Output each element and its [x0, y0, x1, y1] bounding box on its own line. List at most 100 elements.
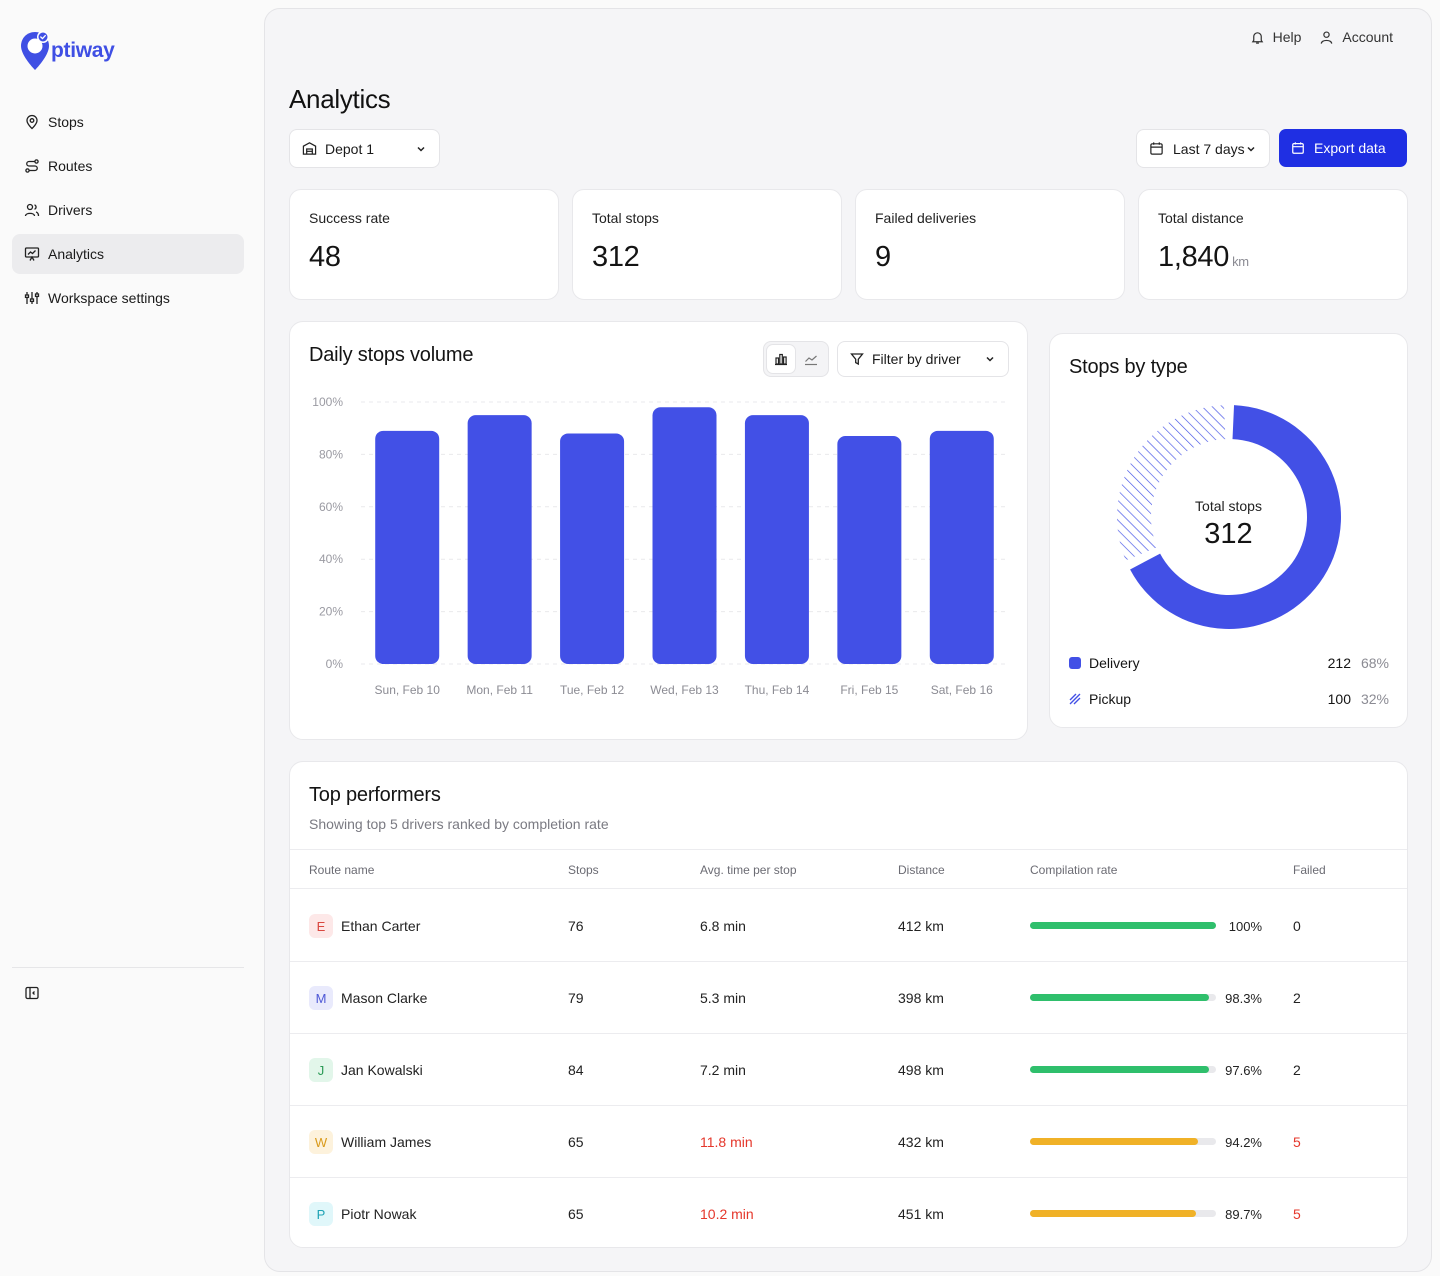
distance-cell: 432 km [898, 1134, 944, 1150]
x-tick-label: Fri, Feb 15 [840, 683, 898, 697]
column-header[interactable]: Avg. time per stop [700, 863, 797, 877]
driver-name: Mason Clarke [341, 990, 428, 1006]
bar[interactable] [837, 436, 902, 664]
x-tick-label: Mon, Feb 11 [466, 683, 533, 697]
column-header[interactable]: Route name [309, 863, 375, 877]
stops-by-type-card: Stops by type Total stops 312 Delivery 2… [1049, 333, 1408, 728]
sidebar-collapse-icon[interactable] [24, 985, 40, 1001]
sidebar-item-label: Drivers [48, 202, 93, 218]
completion-progress-bar [1030, 994, 1216, 1001]
donut-title: Stops by type [1069, 356, 1188, 378]
table-row[interactable]: E Ethan Carter 76 6.8 min 412 km 100% 0 [290, 890, 1407, 962]
avatar: W [309, 1130, 333, 1154]
x-tick-label: Tue, Feb 12 [560, 683, 625, 697]
daily-stops-chart-card: Daily stops volume Filter by driver 100%… [289, 321, 1028, 740]
table-row[interactable]: M Mason Clarke 79 5.3 min 398 km 98.3% 2 [290, 962, 1407, 1034]
warehouse-icon [302, 142, 317, 155]
sidebar-item-analytics[interactable]: Analytics [12, 234, 244, 274]
sidebar-item-label: Analytics [48, 246, 105, 262]
x-tick-label: Sat, Feb 16 [931, 683, 993, 697]
logo-pin-icon [21, 31, 49, 70]
help-button[interactable]: Help [1250, 29, 1301, 45]
calendar-icon [1150, 142, 1163, 155]
completion-rate-cell: 98.3% [1225, 991, 1262, 1006]
kpi-number: 9 [875, 241, 891, 273]
driver-name: Ethan Carter [341, 918, 421, 934]
sidebar-item-workspace-settings[interactable]: Workspace settings [12, 278, 244, 318]
bar[interactable] [652, 407, 717, 664]
completion-rate-cell: 97.6% [1225, 1063, 1262, 1078]
donut-slice-pickup[interactable] [1117, 405, 1226, 561]
avatar: M [309, 986, 333, 1010]
sidebar-divider [12, 967, 244, 968]
completion-progress-fill [1030, 1066, 1209, 1073]
sliders-icon [24, 292, 40, 304]
brand-name: ptiway [51, 39, 115, 62]
chart-type-toggle [763, 341, 829, 377]
kpi-value: 9 [875, 241, 1105, 274]
distance-cell: 412 km [898, 918, 944, 934]
completion-rate-cell: 100% [1228, 919, 1262, 934]
distance-cell: 451 km [898, 1206, 944, 1222]
driver-filter-select[interactable]: Filter by driver [837, 341, 1009, 377]
chevron-down-icon [986, 356, 994, 362]
sidebar-item-stops[interactable]: Stops [12, 102, 244, 142]
legend-item-delivery: Delivery 212 68% [1069, 655, 1389, 671]
depot-select[interactable]: Depot 1 [289, 129, 440, 168]
completion-progress-bar [1030, 1210, 1216, 1217]
avg-time-cell: 10.2 min [700, 1206, 754, 1222]
table-row[interactable]: P Piotr Nowak 65 10.2 min 451 km 89.7% 5 [290, 1178, 1407, 1247]
sidebar-item-drivers[interactable]: Drivers [12, 190, 244, 230]
driver-name: Piotr Nowak [341, 1206, 417, 1222]
bar-chart-toggle[interactable] [767, 345, 795, 373]
stops-cell: 76 [568, 918, 584, 934]
kpi-label: Total stops [592, 210, 659, 226]
table-title: Top performers [309, 784, 441, 806]
kpi-card-failed-deliveries: Failed deliveries 9 [855, 189, 1125, 300]
avatar: E [309, 914, 333, 938]
brand-logo[interactable]: ptiway [20, 30, 115, 72]
stops-by-type-donut [1117, 405, 1341, 629]
stops-cell: 79 [568, 990, 584, 1006]
table-row[interactable]: J Jan Kowalski 84 7.2 min 498 km 97.6% 2 [290, 1034, 1407, 1106]
driver-name: Jan Kowalski [341, 1062, 423, 1078]
table-subtitle: Showing top 5 drivers ranked by completi… [309, 816, 609, 832]
donut-center-value: 312 [1204, 518, 1253, 550]
avg-time-cell: 6.8 min [700, 918, 746, 934]
sidebar-item-routes[interactable]: Routes [12, 146, 244, 186]
column-header[interactable]: Distance [898, 863, 945, 877]
kpi-label: Total distance [1158, 210, 1244, 226]
bar[interactable] [560, 433, 625, 664]
stops-cell: 65 [568, 1206, 584, 1222]
sidebar-nav: Stops Routes Drivers Analytics Workspace… [12, 102, 244, 322]
date-range-select[interactable]: Last 7 days [1136, 129, 1270, 168]
y-tick-label: 80% [319, 447, 343, 461]
kpi-card-total-stops: Total stops 312 [572, 189, 842, 300]
export-data-button[interactable]: Export data [1279, 129, 1407, 167]
table-row[interactable]: W William James 65 11.8 min 432 km 94.2%… [290, 1106, 1407, 1178]
user-icon [1321, 30, 1333, 44]
column-header[interactable]: Failed [1293, 863, 1326, 877]
donut-slice-delivery[interactable] [1130, 405, 1341, 629]
bar[interactable] [375, 430, 440, 664]
main-panel: Help Account Analytics Depot 1 Last 7 da… [264, 8, 1432, 1272]
line-chart-toggle[interactable] [797, 345, 825, 373]
sidebar-item-label: Stops [48, 114, 84, 130]
bell-icon [1251, 31, 1263, 44]
bar[interactable] [744, 415, 809, 664]
column-header[interactable]: Stops [568, 863, 599, 877]
legend-name: Pickup [1089, 691, 1132, 707]
avg-time-cell: 11.8 min [700, 1134, 753, 1150]
export-data-label: Export data [1314, 140, 1386, 156]
y-tick-label: 60% [319, 500, 343, 514]
column-header[interactable]: Compilation rate [1030, 863, 1118, 877]
completion-progress-fill [1030, 1138, 1199, 1145]
failed-cell: 5 [1293, 1206, 1301, 1222]
bar[interactable] [929, 430, 994, 664]
driver-name: William James [341, 1134, 432, 1150]
bar[interactable] [467, 415, 532, 664]
avg-time-cell: 7.2 min [700, 1062, 746, 1078]
stops-cell: 65 [568, 1134, 584, 1150]
account-button[interactable]: Account [1319, 29, 1393, 45]
sidebar: ptiway Stops Routes Drivers Analytics Wo… [0, 0, 256, 1276]
